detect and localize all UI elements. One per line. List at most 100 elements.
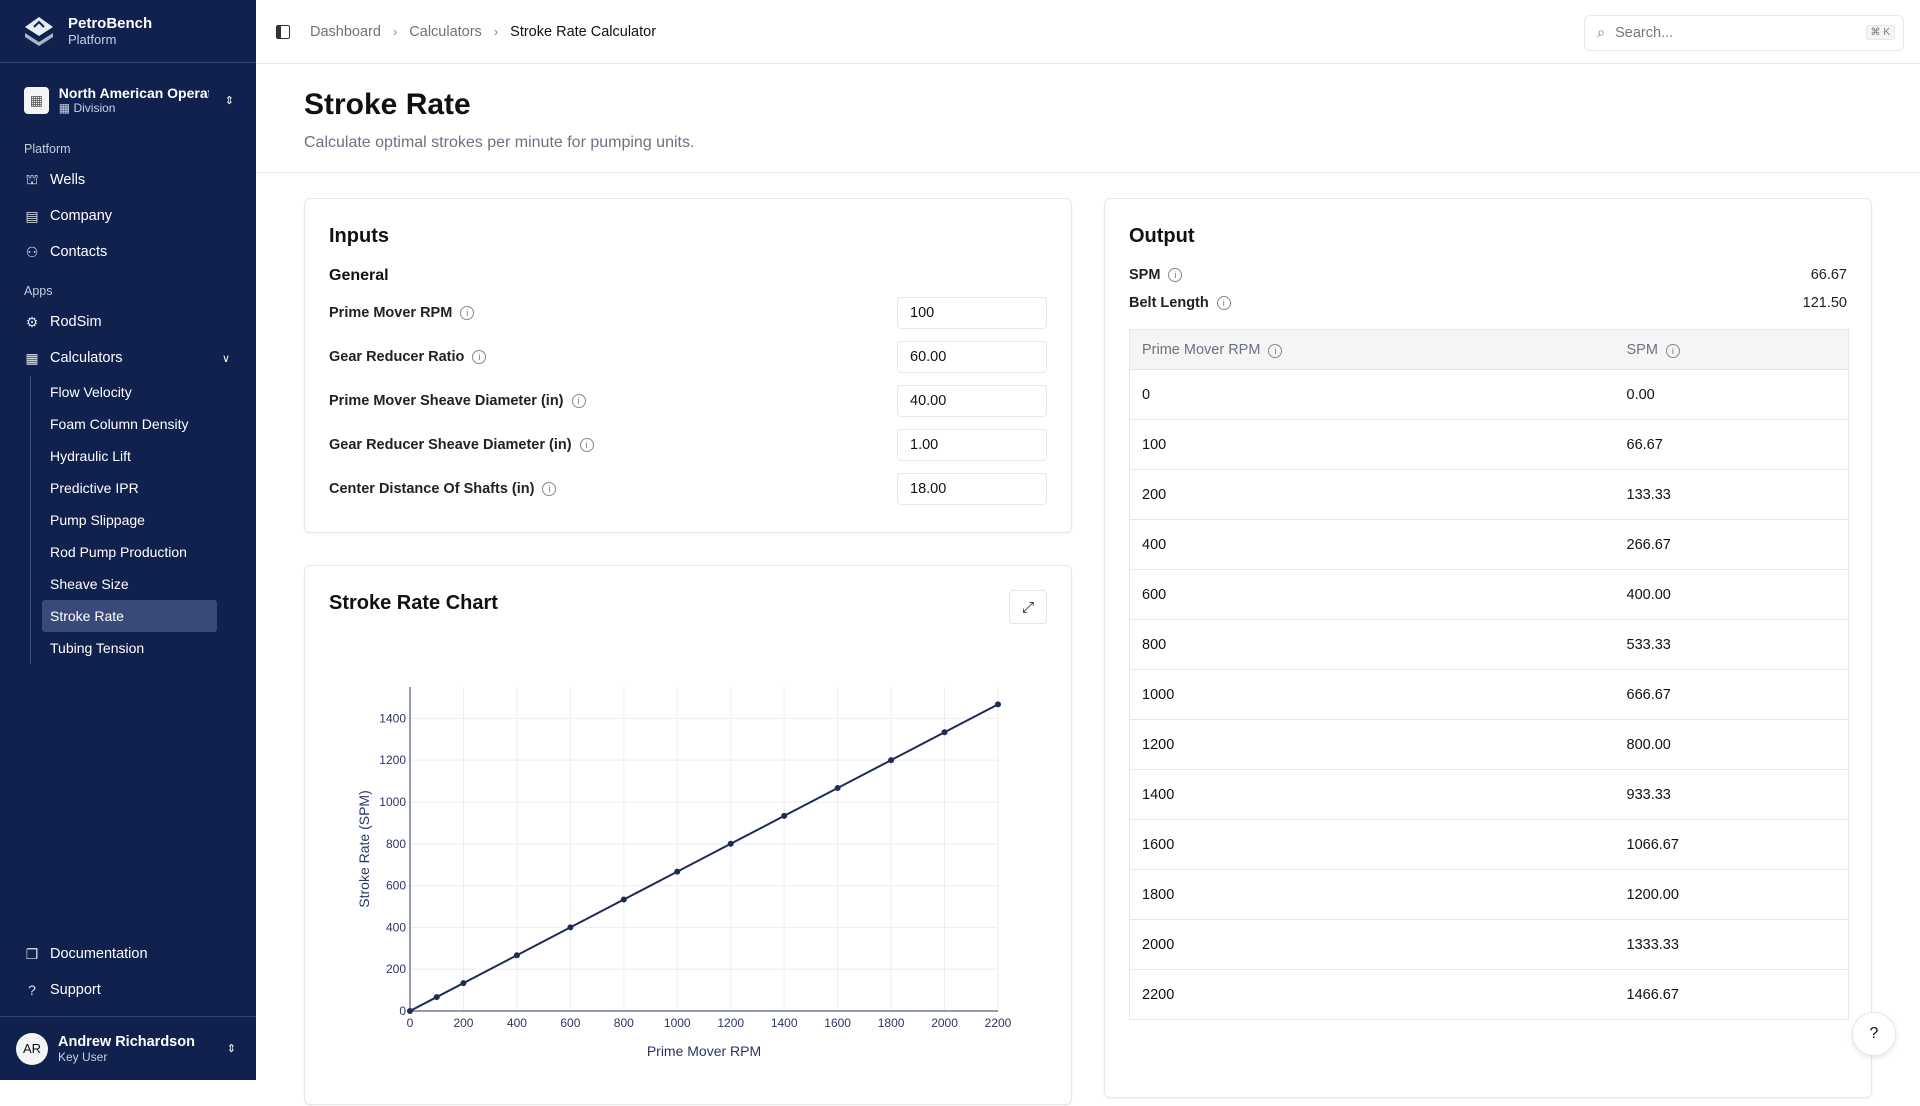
- center-distance-input[interactable]: 18.00: [897, 473, 1047, 505]
- fullscreen-button[interactable]: ⤢: [1009, 590, 1047, 624]
- sidebar-subitem-rod-pump-production[interactable]: Rod Pump Production: [50, 544, 187, 560]
- data-point: [567, 924, 574, 931]
- search-placeholder: Search...: [1615, 25, 1674, 41]
- info-icon[interactable]: i: [1665, 343, 1680, 358]
- table-row: 1800 1200.00: [1129, 869, 1849, 920]
- sidebar-item-calculators[interactable]: ▦ Calculators ∨: [0, 340, 256, 376]
- output-table: Prime Mover RPM i SPM i 0 0.00 100 66.67 200 133…: [1129, 329, 1849, 1020]
- column-header-rpm: Prime Mover RPM i: [1129, 329, 1615, 370]
- sidebar-item-label: Company: [50, 208, 113, 224]
- sidebar-subitem-foam-column-density[interactable]: Foam Column Density: [50, 416, 189, 432]
- x-tick-label: 1600: [824, 1016, 851, 1030]
- column-header-label: Prime Mover RPM: [1142, 341, 1261, 358]
- data-point: [407, 1008, 413, 1014]
- sidebar-item-company[interactable]: ▤ Company: [0, 198, 256, 234]
- chart-title: Stroke Rate Chart: [329, 592, 498, 614]
- avatar: AR: [16, 1032, 48, 1065]
- search-icon: ⌕: [1597, 25, 1606, 41]
- data-point: [460, 980, 467, 987]
- info-icon[interactable]: i: [460, 306, 475, 320]
- rpm-cell: 200: [1129, 469, 1615, 520]
- table-row: 2200 1466.67: [1129, 969, 1849, 1020]
- x-tick-label: 0: [407, 1016, 414, 1030]
- help-circle-icon: ?: [28, 982, 36, 998]
- prime-mover-sheave-input[interactable]: 40.00: [897, 385, 1047, 417]
- chevron-right-icon: ›: [493, 24, 499, 39]
- y-tick-label: 0: [399, 1004, 406, 1018]
- apps-section-label: Apps: [24, 284, 53, 298]
- x-tick-label: 1000: [664, 1016, 691, 1030]
- inputs-card: Inputs General Prime Mover RPM i 100 Gear …: [304, 198, 1072, 533]
- prime-mover-rpm-input[interactable]: 100: [897, 297, 1047, 329]
- search-input[interactable]: ⌕ Search... ⌘ K: [1584, 15, 1904, 51]
- gear-reducer-sheave-input[interactable]: 1.00: [897, 429, 1047, 461]
- sidebar-subitem-sheave-size[interactable]: Sheave Size: [50, 576, 129, 592]
- spm-cell: 533.33: [1614, 619, 1849, 670]
- brand[interactable]: PetroBench Platform: [0, 0, 256, 63]
- rpm-cell: 1400: [1129, 769, 1615, 820]
- info-icon[interactable]: i: [1216, 296, 1231, 310]
- sidebar-subitem-predictive-ipr[interactable]: Predictive IPR: [50, 480, 139, 496]
- y-tick-label: 200: [386, 962, 406, 976]
- info-icon[interactable]: i: [472, 350, 487, 364]
- sidebar-subitem-pump-slippage[interactable]: Pump Slippage: [50, 512, 145, 528]
- table-row: 2000 1333.33: [1129, 919, 1849, 970]
- series-line: [409, 703, 999, 1012]
- brand-sub: Platform: [68, 32, 117, 47]
- info-icon[interactable]: i: [542, 482, 557, 496]
- field-label: Prime Mover RPM: [329, 305, 453, 321]
- input-row-gear-reducer-sheave: Gear Reducer Sheave Diameter (in) i 1.00: [329, 429, 1047, 461]
- y-tick-label: 800: [386, 837, 406, 851]
- help-button[interactable]: ?: [1852, 1012, 1896, 1056]
- data-point: [941, 729, 948, 736]
- sidebar-subitem-flow-velocity[interactable]: Flow Velocity: [50, 384, 132, 400]
- table-row: 400 266.67: [1129, 519, 1849, 570]
- x-tick-label: 2200: [985, 1016, 1012, 1030]
- expand-icon: ⤢: [1021, 598, 1034, 616]
- org-switcher[interactable]: ▦ North American Operations▦ Division ⇕: [24, 80, 234, 120]
- belt-length-label: Belt Length: [1129, 295, 1209, 311]
- sidebar-subitem-hydraulic-lift[interactable]: Hydraulic Lift: [50, 448, 131, 464]
- sidebar-item-documentation[interactable]: ❐ Documentation: [0, 936, 256, 972]
- belt-length-output: Belt Length i 121.50: [1129, 287, 1847, 319]
- info-icon[interactable]: i: [571, 394, 586, 408]
- breadcrumb-calculators[interactable]: Calculators: [409, 23, 482, 40]
- table-row: 1400 933.33: [1129, 769, 1849, 820]
- info-icon[interactable]: i: [1268, 343, 1283, 358]
- org-name: North American Operations: [58, 85, 209, 101]
- sidebar-item-rodsim[interactable]: ⚙ RodSim: [0, 304, 256, 340]
- column-header-label: SPM: [1626, 341, 1658, 358]
- sidebar-item-label: Calculators: [50, 350, 123, 366]
- spm-value: 66.67: [1810, 267, 1847, 283]
- sidebar-item-support[interactable]: ? Support: [0, 972, 256, 1008]
- info-icon[interactable]: i: [579, 438, 594, 452]
- data-point: [888, 757, 895, 764]
- rpm-cell: 0: [1129, 369, 1615, 420]
- rpm-cell: 1600: [1129, 819, 1615, 870]
- x-tick-label: 200: [453, 1016, 473, 1030]
- info-icon[interactable]: i: [1168, 268, 1183, 282]
- gear-reducer-ratio-input[interactable]: 60.00: [897, 341, 1047, 373]
- breadcrumb-dashboard[interactable]: Dashboard: [310, 23, 381, 40]
- spm-cell: 400.00: [1614, 569, 1849, 620]
- data-point: [674, 868, 681, 875]
- sidebar-item-wells[interactable]: ⛫ Wells: [0, 162, 256, 198]
- sidebar-item-contacts[interactable]: ⚇ Contacts: [0, 234, 256, 270]
- rpm-cell: 1200: [1129, 719, 1615, 770]
- building-icon: ▤: [25, 207, 39, 224]
- sidebar-toggle-icon[interactable]: [276, 24, 290, 39]
- x-tick-label: 1800: [878, 1016, 905, 1030]
- y-axis-label: Stroke Rate (SPM): [356, 790, 372, 907]
- brand-name: PetroBench: [68, 15, 153, 32]
- input-row-prime-mover-rpm: Prime Mover RPM i 100: [329, 297, 1047, 329]
- user-menu[interactable]: AR Andrew Richardson Key User ⇕: [0, 1016, 256, 1080]
- belt-length-value: 121.50: [1802, 295, 1847, 311]
- y-tick-label: 1200: [379, 753, 406, 767]
- sidebar-subitem-tubing-tension[interactable]: Tubing Tension: [50, 640, 145, 656]
- field-label: Gear Reducer Sheave Diameter (in): [329, 437, 572, 453]
- page-subtitle: Calculate optimal strokes per minute for…: [304, 134, 695, 151]
- sidebar-subitem-stroke-rate[interactable]: Stroke Rate: [42, 600, 217, 632]
- sidebar-item-label: RodSim: [50, 314, 102, 330]
- table-row: 1000 666.67: [1129, 669, 1849, 720]
- output-title: Output: [1129, 225, 1195, 247]
